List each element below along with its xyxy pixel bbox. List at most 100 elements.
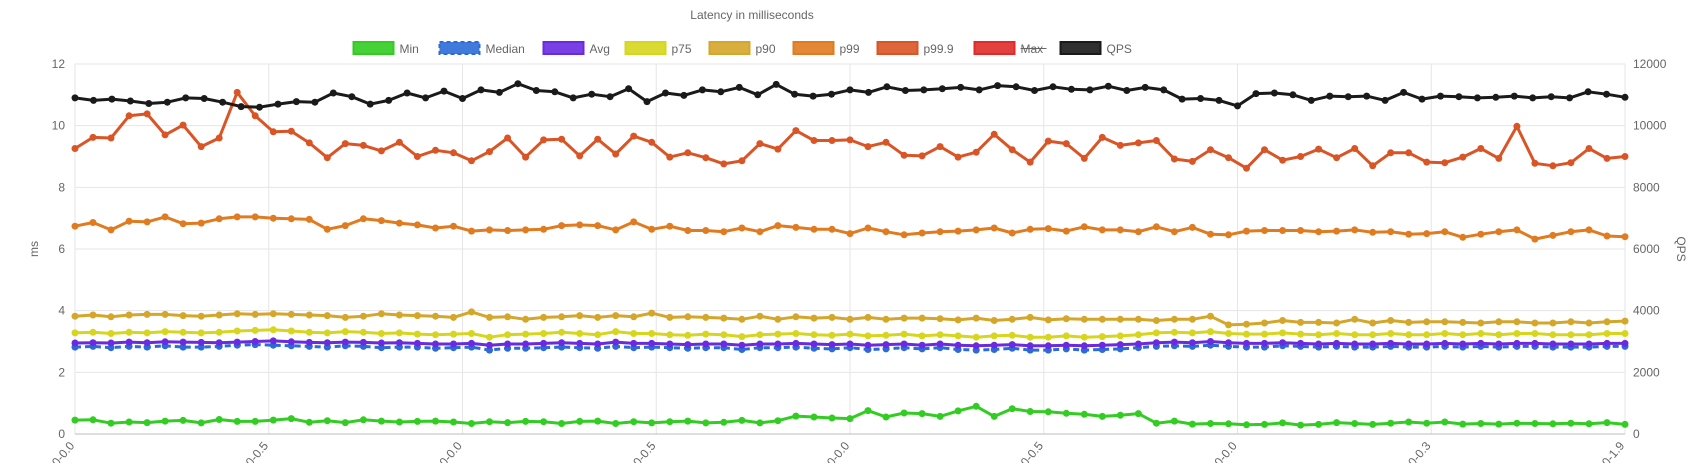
data-point: [1134, 340, 1142, 348]
y-tick-label: 6: [58, 242, 65, 256]
data-point: [1531, 235, 1539, 243]
data-point: [413, 339, 421, 347]
data-point: [900, 340, 908, 348]
data-point: [558, 313, 566, 321]
data-point: [107, 226, 115, 234]
data-point: [594, 340, 602, 348]
data-point: [468, 157, 475, 165]
data-point: [1333, 419, 1341, 427]
data-point: [1529, 94, 1537, 102]
data-point: [594, 417, 602, 425]
data-point: [1549, 420, 1557, 428]
data-point: [161, 213, 169, 221]
data-point: [774, 315, 782, 323]
data-point: [1134, 315, 1142, 323]
data-point: [233, 417, 241, 425]
data-point: [1621, 420, 1629, 428]
data-point: [468, 227, 475, 235]
data-point: [990, 341, 998, 349]
data-point: [630, 330, 638, 337]
legend-label: p75: [672, 42, 692, 56]
data-point: [918, 229, 926, 237]
data-point: [179, 121, 187, 129]
data-point: [251, 417, 259, 425]
data-point: [486, 226, 493, 234]
data-point: [1621, 153, 1629, 160]
data-point: [1062, 315, 1070, 323]
data-point: [377, 217, 385, 225]
data-point: [1116, 315, 1124, 323]
data-point: [936, 315, 944, 323]
data-point: [215, 328, 223, 336]
data-point: [720, 228, 728, 236]
data-point: [1333, 339, 1341, 347]
data-point: [395, 418, 403, 426]
data-point: [1333, 330, 1341, 337]
data-point: [1549, 319, 1557, 327]
data-point: [1178, 95, 1186, 103]
legend-item-max: Max: [973, 41, 1047, 56]
data-point: [1044, 408, 1052, 416]
data-point: [89, 328, 97, 336]
data-point: [1585, 340, 1593, 348]
data-point: [1531, 319, 1539, 327]
data-point: [1549, 162, 1557, 170]
data-point: [594, 222, 602, 230]
data-point: [1566, 94, 1574, 102]
data-point: [125, 112, 133, 120]
y2-tick-label: 6000: [1633, 242, 1660, 256]
data-point: [1387, 228, 1395, 236]
data-point: [1062, 227, 1070, 235]
data-point: [1369, 420, 1377, 428]
data-point: [477, 86, 485, 94]
data-point: [1026, 408, 1034, 415]
data-point: [161, 131, 169, 139]
data-point: [540, 339, 548, 347]
data-point: [918, 410, 926, 418]
data-point: [846, 136, 854, 144]
data-point: [1067, 85, 1075, 93]
data-point: [504, 331, 512, 339]
data-point: [269, 214, 277, 222]
data-point: [1207, 146, 1214, 154]
data-point: [1495, 154, 1503, 162]
data-point: [161, 417, 169, 425]
data-point: [1098, 341, 1106, 349]
data-point: [1603, 318, 1611, 326]
data-point: [612, 420, 620, 427]
data-point: [1044, 225, 1052, 233]
data-point: [1044, 342, 1052, 350]
data-point: [738, 315, 746, 323]
data-point: [828, 341, 836, 349]
data-point: [1080, 223, 1088, 231]
x-tick-label: 0-0.0: [436, 439, 465, 463]
data-point: [1441, 159, 1449, 167]
data-point: [125, 418, 133, 426]
data-point: [792, 330, 800, 337]
data-point: [215, 215, 223, 223]
data-point: [1243, 227, 1250, 235]
data-point: [901, 87, 909, 94]
data-point: [648, 309, 656, 317]
data-point: [366, 100, 374, 108]
data-point: [1252, 90, 1260, 98]
data-point: [89, 416, 97, 424]
data-point: [413, 153, 421, 160]
data-point: [440, 87, 448, 95]
data-point: [432, 331, 439, 339]
data-point: [1134, 410, 1142, 418]
data-point: [341, 338, 349, 346]
data-point: [1400, 88, 1408, 96]
data-point: [1621, 93, 1629, 101]
data-point: [846, 330, 854, 338]
data-point: [1459, 233, 1467, 241]
data-point: [377, 339, 385, 347]
legend-swatch: [352, 41, 395, 55]
data-point: [594, 313, 602, 321]
data-point: [413, 312, 421, 320]
y-tick-label: 10: [52, 119, 66, 133]
data-point: [71, 145, 79, 152]
data-point: [329, 89, 337, 97]
data-point: [1585, 331, 1593, 339]
data-point: [1477, 330, 1485, 337]
